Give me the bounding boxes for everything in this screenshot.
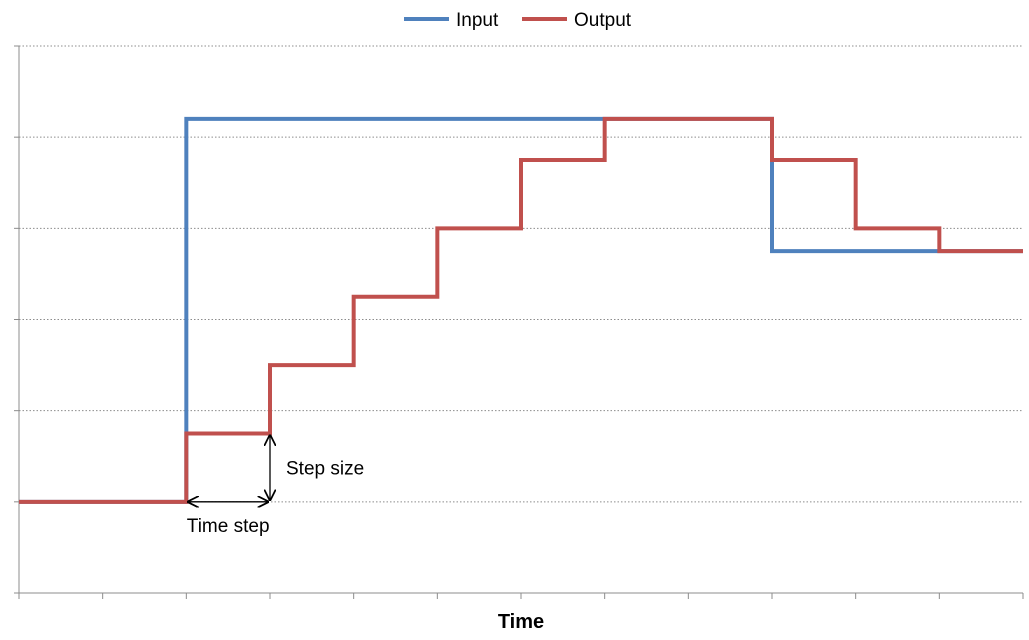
series-line-input bbox=[19, 116, 1023, 504]
axes bbox=[14, 45, 1024, 599]
legend-label-input: Input bbox=[456, 10, 499, 31]
step-size-label: Step size bbox=[286, 459, 364, 480]
annotations: Time step Step size bbox=[187, 435, 364, 537]
series-line-output bbox=[19, 116, 1023, 504]
series-group bbox=[19, 116, 1023, 504]
x-axis-label: Time bbox=[498, 611, 544, 633]
time-step-label: Time step bbox=[187, 516, 270, 537]
legend-label-output: Output bbox=[574, 10, 632, 31]
gridlines bbox=[19, 45, 1023, 503]
legend: Input Output bbox=[404, 10, 632, 31]
